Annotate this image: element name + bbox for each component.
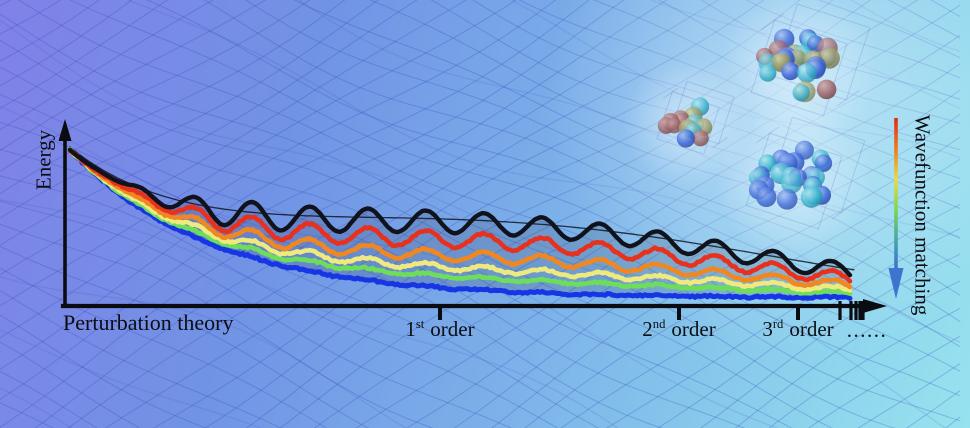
nucleon-sphere [816, 79, 837, 100]
nucleus-cluster-bottom [716, 103, 872, 259]
wavefunction-matching-label: Wavefunction matching [910, 114, 935, 316]
curve-no-matching-black- [67, 147, 853, 278]
axes [58, 119, 887, 313]
nucleon-sphere [759, 64, 777, 82]
tick-label-2nd-order: 2nd order [642, 317, 716, 341]
wavefunction-matching-arrow [888, 118, 904, 299]
x-axis-label: Perturbation theory [63, 310, 234, 335]
nucleon-sphere [692, 129, 709, 147]
nucleon-sphere [776, 188, 798, 210]
nucleon-sphere [781, 62, 800, 81]
nucleon-sphere [800, 186, 823, 208]
y-axis-label: Energy [31, 129, 56, 191]
convergence-curves [67, 146, 855, 301]
nucleon-sphere [666, 118, 682, 134]
tick-label-1st-order: 1st order [405, 317, 475, 341]
nucleon-sphere [756, 186, 777, 208]
nucleus-cluster-small [624, 59, 752, 187]
nucleon-sphere [814, 154, 833, 173]
trend-envelope-line [69, 146, 855, 271]
axis-ticks [438, 301, 865, 320]
ellipsis-label: ...... [846, 318, 888, 342]
nucleon-sphere [780, 172, 803, 194]
nucleus-cluster-top [721, 0, 877, 146]
tick-label-3rd-order: 3rd order [762, 317, 834, 341]
nucleon-sphere [792, 83, 810, 102]
nucleon-sphere [676, 129, 695, 148]
nucleon-sphere [797, 62, 817, 83]
